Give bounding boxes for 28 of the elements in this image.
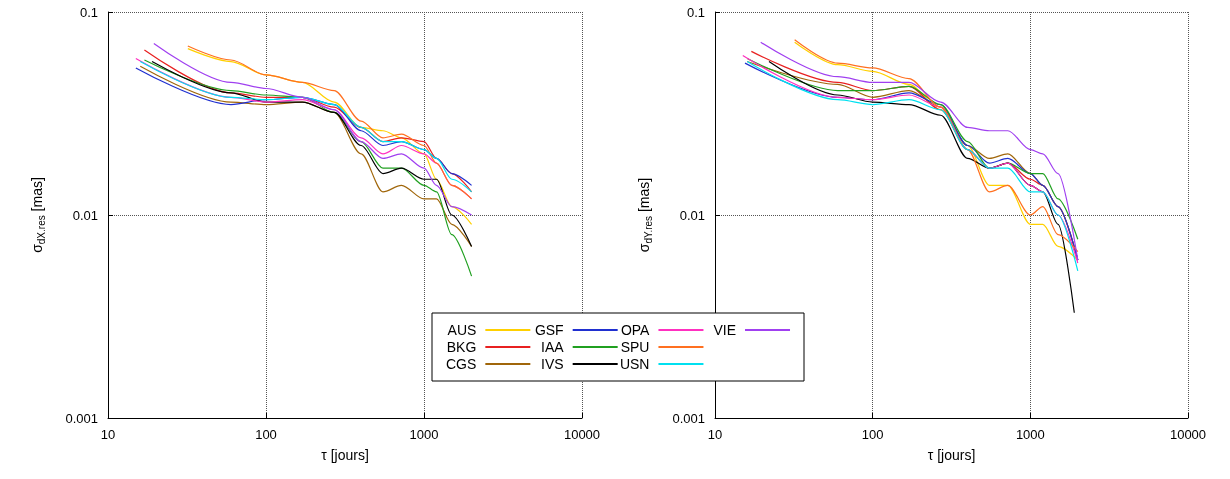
x-tick-label: 10 [100,427,116,442]
legend-label: AUS [447,322,477,338]
x-tick-label: 10000 [1169,427,1207,442]
x-tick-label: 10000 [563,427,601,442]
x-tick-label: 1000 [1015,427,1045,442]
x-tick-label: 1000 [409,427,439,442]
legend-label: VIE [713,322,737,338]
legend-label: SPU [620,339,650,355]
y-tick-label: 0.01 [679,207,705,223]
x-axis-title: τ [jours] [927,447,976,463]
x-axis-title: τ [jours] [321,447,369,463]
legend-label: USN [619,356,650,372]
y-tick-label: 0.1 [79,4,98,20]
x-tick-label: 10 [707,427,723,442]
x-tick-label: 100 [255,427,277,442]
legend-label: IVS [541,356,564,372]
y-tick-label: 0.01 [72,207,98,223]
legend-label: CGS [445,356,477,372]
y-axis-title: σdX.res [mas] [29,177,47,253]
y-axis-title: σdY.res [mas] [636,177,654,253]
y-tick-label: 0.001 [672,410,705,426]
legend-label: IAA [541,339,565,355]
legend-label: OPA [620,322,651,338]
y-tick-label: 0.001 [65,410,98,426]
legend-label: GSF [534,322,564,338]
legend-label: BKG [446,339,477,355]
y-tick-label: 0.1 [686,4,705,20]
x-tick-label: 100 [861,427,884,442]
